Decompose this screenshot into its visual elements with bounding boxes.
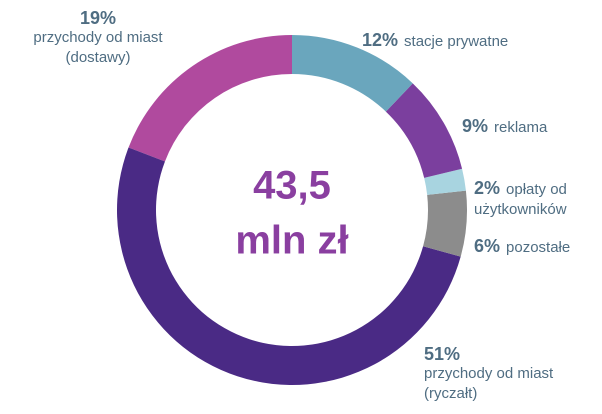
- donut-slice: [292, 35, 413, 112]
- category-label: przychody od miast (dostawy): [33, 29, 163, 66]
- donut-slice: [424, 168, 466, 195]
- value-label: 2%: [474, 178, 501, 198]
- donut-slice: [423, 190, 467, 257]
- center-text: 43,5: [253, 164, 331, 208]
- donut-slice: [385, 83, 463, 178]
- category-label: reklama: [494, 119, 548, 136]
- category-label: opłaty od użytkowników: [474, 181, 567, 218]
- center-text: mln zł: [235, 219, 348, 263]
- slice-label: 19% przychody od miast (dostawy): [8, 8, 188, 68]
- slice-label: 6% pozostałe: [474, 236, 602, 258]
- value-label: 12%: [362, 30, 399, 50]
- value-label: 9%: [462, 116, 489, 136]
- value-label: 6%: [474, 236, 501, 256]
- slice-label: 12% stacje prywatne: [362, 30, 592, 52]
- donut-slice: [116, 147, 461, 386]
- slice-label: 51% przychody od miast (ryczałt): [424, 344, 599, 404]
- donut-slice: [128, 35, 292, 162]
- category-label: pozostałe: [506, 239, 571, 256]
- category-label: stacje prywatne: [404, 33, 509, 50]
- value-label: 19%: [79, 8, 117, 28]
- value-label: 51%: [424, 344, 461, 364]
- slice-label: 2% opłaty od użytkowników: [474, 178, 602, 220]
- category-label: przychody od miast (ryczałt): [424, 365, 554, 402]
- slice-label: 9% reklama: [462, 116, 592, 138]
